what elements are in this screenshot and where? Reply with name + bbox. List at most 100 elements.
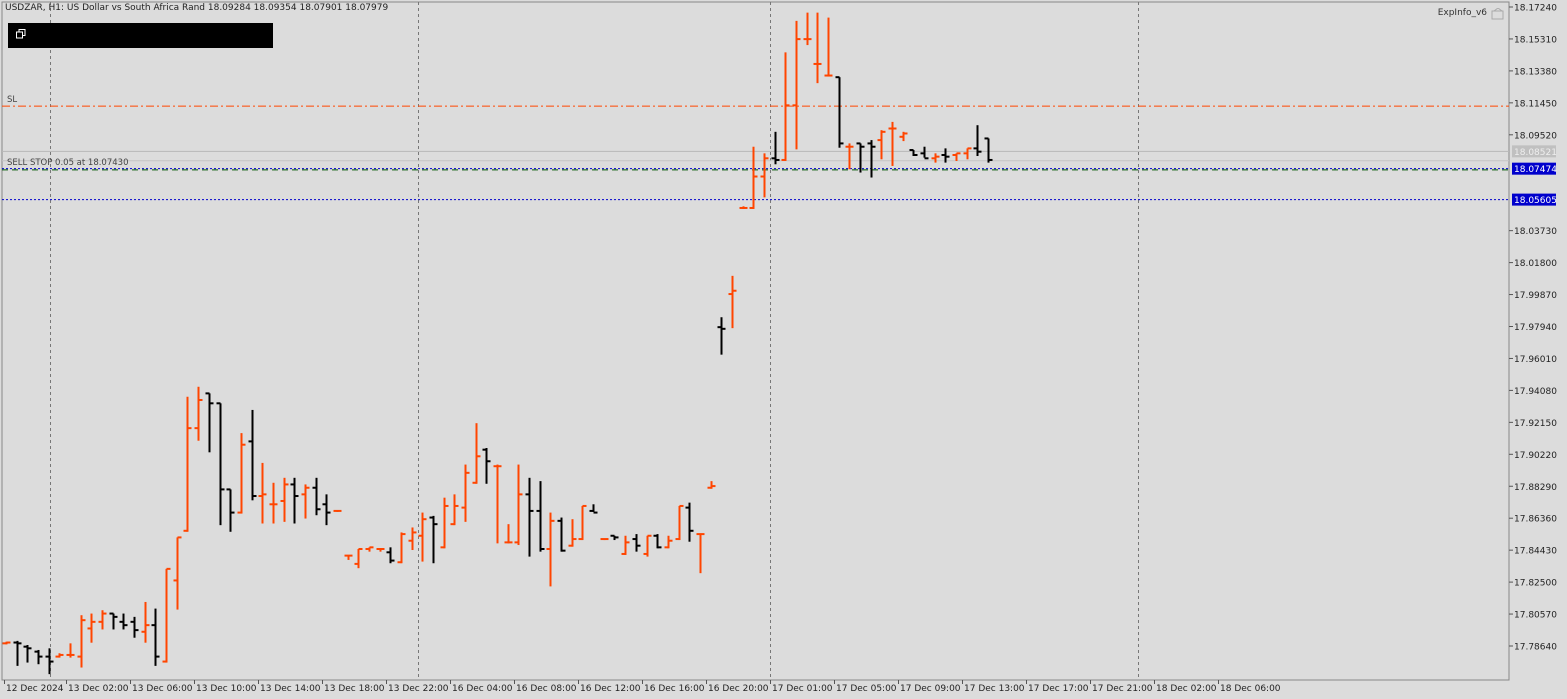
ohlc-bar bbox=[194, 386, 203, 441]
ohlc-bar bbox=[151, 608, 160, 666]
ohlc-bar bbox=[664, 535, 673, 549]
ohlc-bar bbox=[408, 527, 417, 550]
ohlc-bar bbox=[237, 433, 246, 514]
indicator-name: ExpInfo_v6 bbox=[1437, 8, 1487, 18]
ohlc-bar bbox=[440, 497, 449, 549]
ohlc-bar bbox=[568, 519, 577, 547]
ohlc-bar bbox=[877, 130, 886, 160]
ohlc-bar bbox=[749, 146, 758, 209]
ohlc-bar bbox=[429, 515, 438, 564]
x-tick-label: 16 Dec 20:00 bbox=[708, 684, 769, 694]
ohlc-bar bbox=[2, 641, 11, 645]
y-tick-label: 17.92150 bbox=[1514, 419, 1557, 429]
symbol-info-line: USDZAR, H1: US Dollar vs South Africa Ra… bbox=[5, 3, 389, 13]
ohlc-bar bbox=[280, 477, 289, 522]
restore-window-icon[interactable] bbox=[16, 29, 26, 39]
ohlc-bar bbox=[248, 409, 257, 501]
y-tick-label: 17.99870 bbox=[1514, 291, 1557, 301]
y-tick-label: 17.82500 bbox=[1514, 579, 1557, 589]
ohlc-bar bbox=[493, 464, 502, 544]
ohlc-bar bbox=[461, 464, 470, 522]
ohlc-bar bbox=[301, 484, 310, 519]
y-tick-label: 17.78640 bbox=[1514, 643, 1557, 653]
y-tick-label: 18.11450 bbox=[1514, 99, 1557, 109]
x-tick-label: 16 Dec 04:00 bbox=[452, 684, 513, 694]
x-tick-label: 13 Dec 18:00 bbox=[324, 684, 385, 694]
ohlc-bar bbox=[813, 12, 822, 84]
ohlc-bar bbox=[55, 653, 64, 658]
ohlc-bar bbox=[290, 477, 299, 524]
y-tick-label: 18.15310 bbox=[1514, 35, 1557, 45]
panel-box[interactable] bbox=[8, 23, 273, 48]
y-tick-label: 17.90220 bbox=[1514, 451, 1557, 461]
x-tick-label: 13 Dec 22:00 bbox=[388, 684, 449, 694]
ohlc-bar bbox=[183, 396, 192, 532]
ohlc-bar bbox=[707, 481, 716, 489]
indicator-settings-icon[interactable] bbox=[1491, 8, 1505, 20]
ohlc-bar bbox=[675, 504, 684, 541]
x-tick-label: 16 Dec 16:00 bbox=[644, 684, 705, 694]
ohlc-bar bbox=[119, 613, 128, 630]
ohlc-bar bbox=[557, 517, 566, 552]
x-tick-label: 18 Dec 02:00 bbox=[1156, 684, 1217, 694]
ohlc-bar bbox=[856, 142, 865, 173]
ohlc-bar bbox=[536, 481, 545, 552]
ohlc-bar bbox=[98, 610, 107, 630]
ohlc-bar bbox=[354, 547, 363, 569]
x-tick-label: 13 Dec 02:00 bbox=[68, 684, 129, 694]
x-tick-label: 12 Dec 2024 bbox=[6, 684, 64, 694]
x-tick-label: 16 Dec 12:00 bbox=[580, 684, 641, 694]
ohlc-bar bbox=[376, 547, 385, 552]
y-tick-label: 18.13380 bbox=[1514, 67, 1557, 77]
y-tick-label: 17.96010 bbox=[1514, 355, 1557, 365]
ohlc-bar bbox=[216, 402, 225, 526]
y-tick-label: 17.80570 bbox=[1514, 611, 1557, 621]
ohlc-bar bbox=[696, 533, 705, 574]
ohlc-bar bbox=[258, 462, 267, 524]
ohlc-bar bbox=[130, 616, 139, 638]
ohlc-bar bbox=[952, 152, 961, 161]
ohlc-bar bbox=[226, 488, 235, 532]
price-axis: 18.17240 18.15310 18.13380 18.11450 18.09520… bbox=[1509, 4, 1557, 653]
x-tick-label: 17 Dec 01:00 bbox=[772, 684, 833, 694]
ohlc-bar bbox=[45, 648, 54, 675]
y-tick-label: 17.84430 bbox=[1514, 547, 1557, 557]
x-tick-label: 13 Dec 10:00 bbox=[196, 684, 257, 694]
ohlc-bar bbox=[578, 504, 587, 541]
y-tick-label: 17.97940 bbox=[1514, 323, 1557, 333]
y-tick-label: 17.88290 bbox=[1514, 483, 1557, 493]
ohlc-bar bbox=[87, 613, 96, 643]
price-tag bbox=[1512, 162, 1556, 175]
ohlc-bar bbox=[514, 464, 523, 546]
x-tick-label: 17 Dec 09:00 bbox=[900, 684, 961, 694]
x-tick-label: 13 Dec 14:00 bbox=[260, 684, 321, 694]
ohlc-bar bbox=[717, 317, 726, 355]
ask-price-tag bbox=[1512, 145, 1556, 158]
ohlc-bar bbox=[472, 423, 481, 484]
ohlc-bar bbox=[312, 477, 321, 516]
ohlc-bar bbox=[322, 494, 331, 526]
chart-frame bbox=[1, 1, 1510, 681]
ohlc-bar bbox=[386, 547, 395, 564]
ohlc-bar bbox=[781, 52, 790, 161]
ohlc-bar bbox=[973, 125, 982, 156]
x-tick-label: 17 Dec 13:00 bbox=[964, 684, 1025, 694]
ohlc-bar bbox=[418, 512, 427, 562]
y-tick-label: 18.07474 bbox=[1514, 165, 1557, 175]
x-tick-label: 17 Dec 17:00 bbox=[1028, 684, 1089, 694]
ohlc-bar bbox=[685, 502, 694, 542]
ohlc-bar bbox=[205, 392, 214, 453]
ohlc-bar bbox=[792, 20, 801, 150]
ohlc-bar bbox=[653, 534, 662, 549]
ohlc-bar bbox=[450, 494, 459, 526]
ohlc-bar bbox=[482, 448, 491, 484]
x-tick-label: 16 Dec 08:00 bbox=[516, 684, 577, 694]
ohlc-bars bbox=[2, 12, 993, 675]
ohlc-bar bbox=[13, 640, 22, 666]
chart-grid bbox=[1, 1, 1510, 681]
y-tick-label: 18.09520 bbox=[1514, 131, 1557, 141]
x-tick-label: 13 Dec 06:00 bbox=[132, 684, 193, 694]
ohlc-bar bbox=[760, 153, 769, 198]
